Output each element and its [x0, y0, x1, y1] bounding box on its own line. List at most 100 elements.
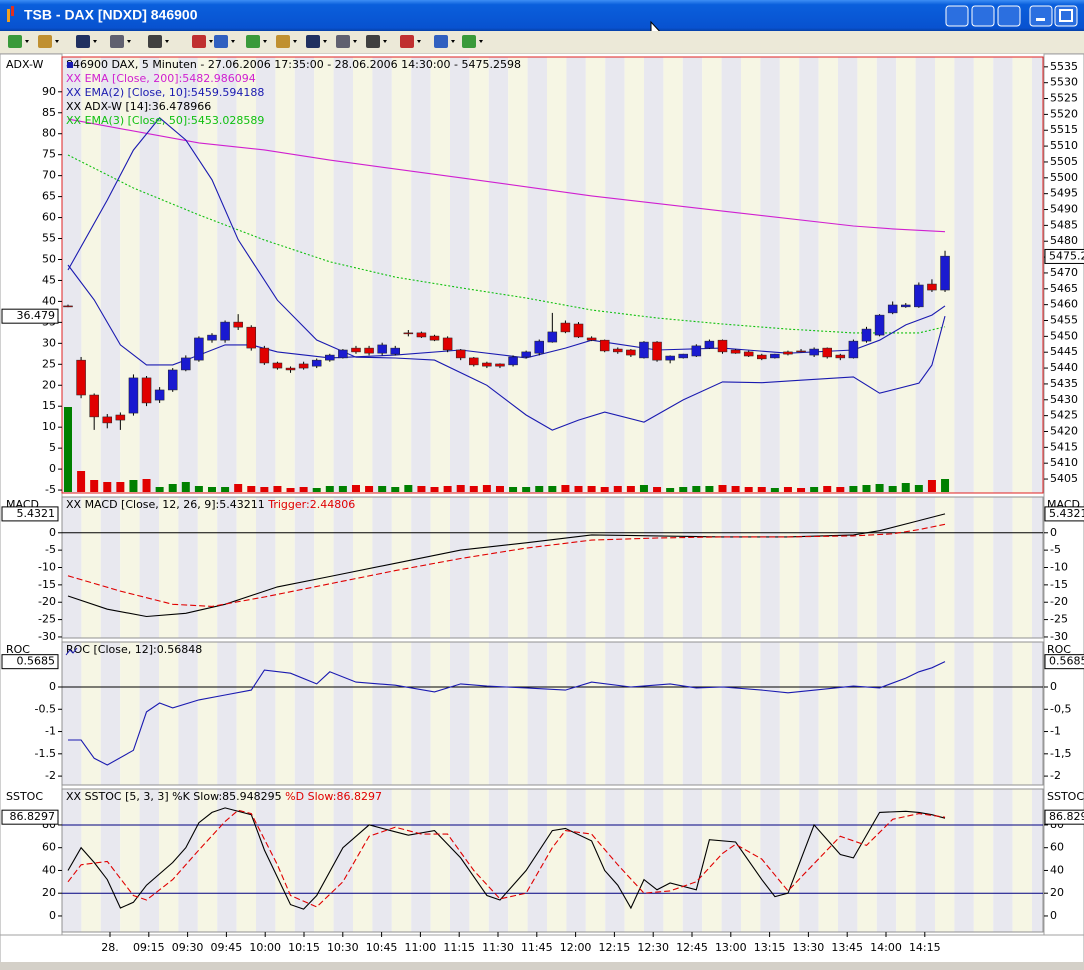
candle-body [521, 351, 531, 358]
x-tick-label: 10:15 [288, 941, 320, 954]
y-tick-label: 0 [49, 909, 56, 922]
time-stripe [935, 497, 955, 638]
time-stripe [353, 497, 373, 638]
time-stripe [566, 57, 586, 493]
volume-bar [509, 487, 518, 492]
toolbar-button[interactable] [246, 35, 260, 48]
time-stripe [1012, 642, 1032, 785]
toolbar-button[interactable] [366, 35, 380, 48]
toolbar-button[interactable] [8, 35, 22, 48]
time-stripe [624, 497, 644, 638]
y2-tick-label: 5530 [1050, 76, 1078, 89]
y-tick-label: 25 [42, 357, 56, 370]
value-tag-label: 86.8297 [10, 810, 56, 823]
y2-tick-label: 5490 [1050, 203, 1078, 216]
volume-bar [561, 485, 570, 492]
y2-tick-label: -1 [1050, 725, 1061, 738]
time-stripe [236, 497, 256, 638]
arrange-button[interactable] [997, 5, 1021, 27]
toolbar-button[interactable] [76, 35, 90, 48]
volume-bar [626, 486, 635, 492]
toolbar-button[interactable] [192, 35, 206, 48]
y2-tick-label: 5520 [1050, 107, 1078, 120]
candle-body [469, 357, 479, 366]
candle-body [364, 347, 374, 354]
candle-body [442, 337, 453, 351]
time-stripe [139, 642, 159, 785]
y2-tick-label: 5500 [1050, 171, 1078, 184]
toolbar-button[interactable] [306, 35, 320, 48]
time-stripe [488, 642, 509, 785]
volume-bar [103, 482, 112, 492]
time-stripe [605, 642, 625, 785]
toolbar-button[interactable] [462, 35, 476, 48]
candle-body [115, 414, 126, 421]
y-tick-label: 20 [42, 378, 56, 391]
candle-body [861, 328, 872, 342]
value-tag [1044, 248, 1084, 264]
volume-bar [927, 480, 936, 492]
time-stripe [993, 642, 1013, 785]
y2-tick-label: 5515 [1050, 123, 1078, 136]
y2-tick-label: -25 [1050, 613, 1068, 626]
indicator-line [67, 809, 946, 908]
volume-bar [325, 486, 334, 492]
candle-body [141, 377, 152, 404]
candle-body [259, 347, 270, 364]
volume-bar [351, 485, 360, 492]
legend-text: %D Slow:86.8297 [285, 790, 382, 803]
toolbar-button[interactable] [110, 35, 124, 48]
time-stripe [547, 789, 567, 932]
time-stripe [721, 497, 741, 638]
minimize-button[interactable] [1029, 5, 1053, 27]
volume-bar [286, 488, 295, 492]
y2-tick-label: 20 [1050, 886, 1064, 899]
dropdown-arrow [293, 40, 297, 43]
y-tick-label: 60 [42, 841, 56, 854]
time-stripe [547, 497, 567, 638]
candle-body [586, 337, 597, 341]
time-stripe [585, 497, 606, 638]
legend-text: Trigger:2.44806 [267, 498, 355, 511]
window-title: TSB - DAX [NDXD] 846900 [24, 7, 198, 23]
panel-frame [61, 641, 1044, 786]
time-stripe [372, 789, 392, 932]
indicator-line [67, 117, 946, 431]
indicator-line [68, 661, 946, 766]
candle-body [181, 357, 191, 371]
y2-tick-label: -30 [1050, 630, 1068, 643]
tile-button[interactable] [945, 5, 969, 27]
time-stripe [605, 497, 625, 638]
time-stripe [353, 642, 373, 785]
volume-bar [482, 485, 491, 492]
candle-body [639, 341, 649, 359]
x-tick-label: 13:30 [793, 941, 825, 954]
y2-tick-label: -20 [1050, 595, 1068, 608]
y2-tick-label: 5425 [1050, 409, 1078, 422]
toolbar-button[interactable] [434, 35, 448, 48]
toolbar-button[interactable] [276, 35, 290, 48]
candle-body [194, 337, 204, 361]
time-stripe [585, 57, 606, 493]
time-stripe [314, 57, 334, 493]
y-tick-label: 90 [42, 85, 56, 98]
volume-bar [849, 486, 858, 492]
toolbar-button[interactable] [400, 35, 414, 48]
x-tick-label: 09:15 [133, 941, 165, 954]
legend-entry: XX EMA(3) [Close, 50]:5453.028589 [66, 114, 264, 127]
volume-bar [443, 486, 452, 492]
cascade-button[interactable] [971, 5, 995, 27]
volume-bar [941, 479, 950, 492]
toolbar-button[interactable] [336, 35, 350, 48]
time-stripe [896, 642, 916, 785]
legend-entry: ROC [Close, 12]:0.56848 [66, 643, 202, 656]
y2-tick-label: 0 [1050, 680, 1057, 693]
volume-bar [456, 485, 465, 492]
x-tick-label: 10:00 [249, 941, 281, 954]
time-stripe [818, 57, 838, 493]
toolbar-button[interactable] [148, 35, 162, 48]
y-tick-label: 10 [42, 420, 56, 433]
toolbar-button[interactable] [214, 35, 228, 48]
toolbar-button[interactable] [38, 35, 52, 48]
toolbar [0, 31, 1084, 53]
